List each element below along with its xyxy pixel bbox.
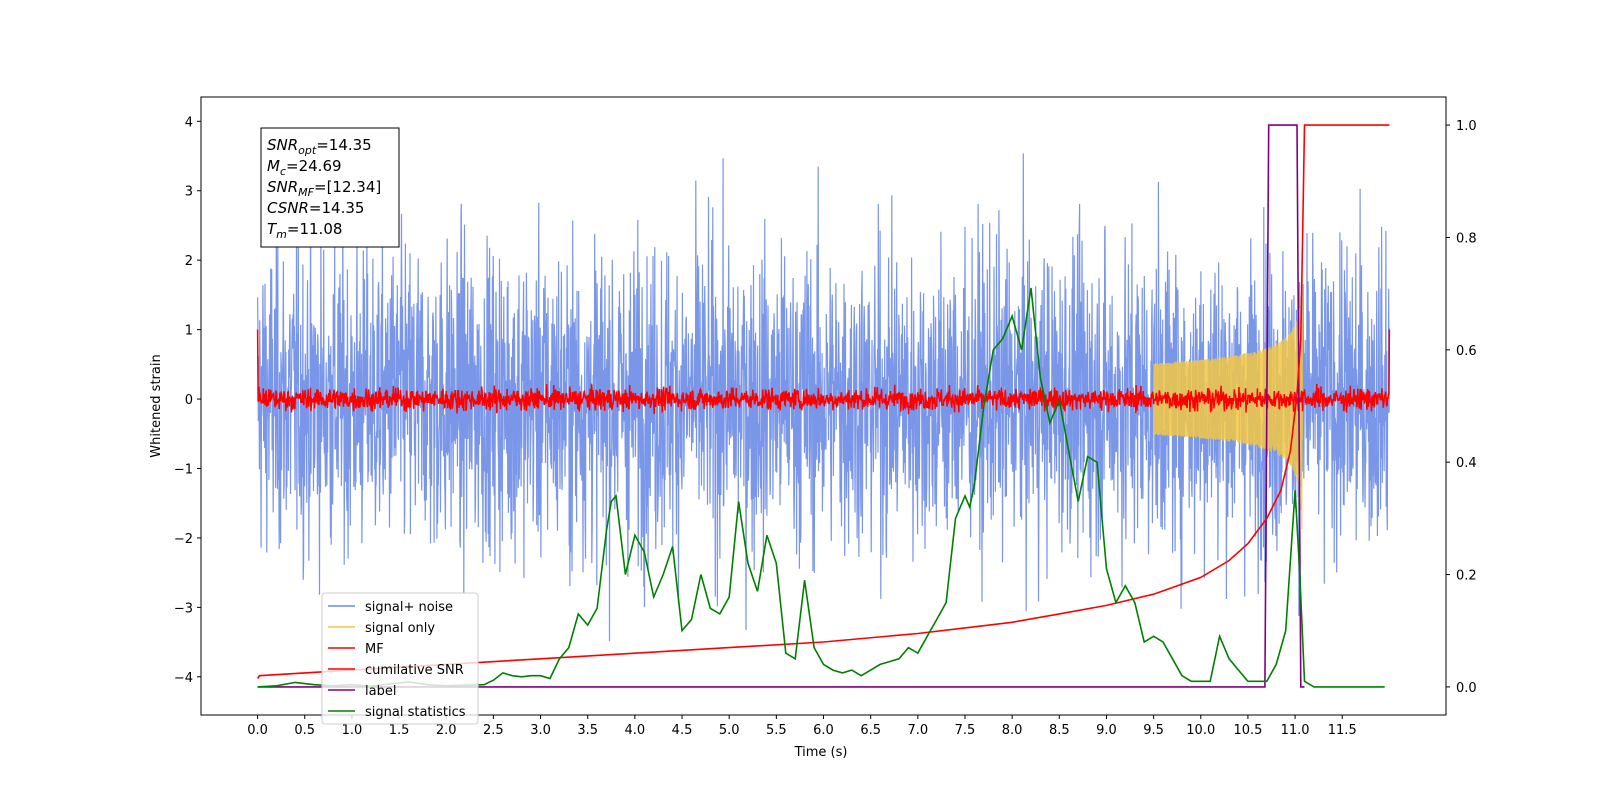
series-cumilative-snr [256, 124, 1390, 679]
info-box: SNRopt=14.35Mc=24.69SNRMF=[12.34]CSNR=14… [260, 127, 400, 248]
y-tick-label: −1 [174, 462, 193, 477]
y2-tick-label: 1.0 [1456, 119, 1477, 134]
y-tick-label: −3 [174, 601, 193, 616]
y2-tick-label: 0.4 [1456, 456, 1477, 471]
x-tick-label: 9.0 [1096, 723, 1117, 738]
info-box-line: SNRopt=14.35 [267, 136, 372, 157]
info-box-line: CSNR=14.35 [267, 199, 364, 217]
y-tick-label: 1 [185, 324, 193, 339]
plot-area [256, 124, 1391, 688]
y-tick-label: 2 [185, 254, 193, 269]
x-tick-label: 8.5 [1049, 723, 1070, 738]
legend-label: label [365, 684, 396, 699]
x-tick-label: 1.5 [389, 723, 410, 738]
x-tick-label: 1.0 [342, 723, 363, 738]
legend-label: cumilative SNR [365, 663, 464, 678]
x-tick-label: 9.5 [1143, 723, 1164, 738]
info-box-line: SNRMF=[12.34] [267, 178, 381, 199]
legend-label: MF [365, 642, 384, 657]
y2-tick-label: 0.0 [1456, 681, 1477, 696]
legend: signal+ noise signal only MF cumilative SNR… [321, 592, 479, 725]
x-tick-label: 7.5 [955, 723, 976, 738]
x-tick-label: 2.5 [483, 723, 504, 738]
x-tick-label: 5.0 [719, 723, 740, 738]
x-tick-label: 6.0 [813, 723, 834, 738]
y-tick-label: 0 [185, 393, 193, 408]
x-tick-label: 7.0 [907, 723, 928, 738]
legend-frame [321, 592, 479, 725]
info-box-line: Tm=11.08 [267, 220, 342, 241]
y-tick-label: 3 [185, 185, 193, 200]
y2-tick-label: 0.6 [1456, 344, 1477, 359]
x-tick-label: 8.0 [1002, 723, 1023, 738]
y-axis-right: 1.0 0.8 0.6 0.4 0.2 0.0 [1446, 119, 1477, 696]
x-tick-label: 0.5 [294, 723, 315, 738]
x-tick-label: 11.5 [1328, 723, 1357, 738]
series-signal-only [1153, 270, 1303, 530]
x-axis-label: Time (s) [794, 745, 848, 760]
x-tick-label: 0.0 [247, 723, 268, 738]
x-tick-label: 11.0 [1281, 723, 1310, 738]
x-tick-label: 3.5 [577, 723, 598, 738]
series-signal-statistics [257, 287, 1385, 688]
y-axis-left: 4 3 2 1 0 −1 −2 −3 −4 [174, 115, 201, 686]
x-axis: 0.0 0.5 1.0 1.5 2.0 2.5 3.0 3.5 4.0 4.5 5.0 5.5 6.0 6… [247, 715, 1357, 738]
series-mf [256, 329, 1391, 415]
x-tick-label: 4.0 [625, 723, 646, 738]
y-tick-label: −2 [174, 532, 193, 547]
x-tick-label: 10.5 [1233, 723, 1262, 738]
legend-label: signal+ noise [365, 600, 453, 615]
y2-tick-label: 0.8 [1456, 231, 1477, 246]
x-tick-label: 4.5 [672, 723, 693, 738]
x-tick-label: 10.0 [1186, 723, 1215, 738]
legend-label: signal only [365, 621, 435, 636]
y2-tick-label: 0.2 [1456, 569, 1477, 584]
series-label [257, 124, 1305, 688]
y-axis-label: Whitened strain [149, 354, 164, 457]
info-box-line: Mc=24.69 [267, 157, 342, 178]
info-box-frame [260, 127, 400, 248]
x-tick-label: 3.0 [530, 723, 551, 738]
x-tick-label: 5.5 [766, 723, 787, 738]
x-tick-label: 2.0 [436, 723, 457, 738]
y-tick-label: −4 [174, 671, 193, 686]
x-tick-label: 6.5 [860, 723, 881, 738]
legend-label: signal statistics [365, 705, 466, 720]
y-tick-label: 4 [185, 115, 193, 130]
